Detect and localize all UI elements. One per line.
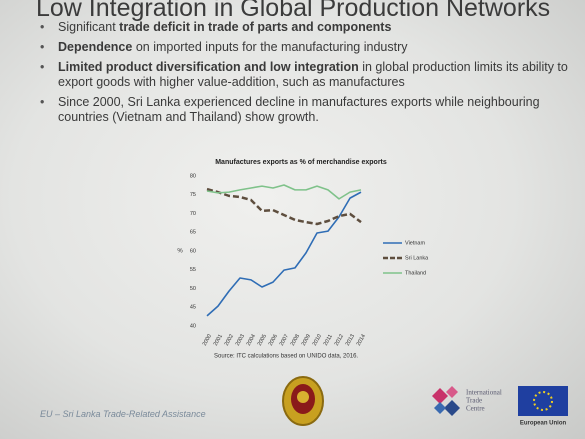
- bullet-text: Significant: [58, 20, 120, 34]
- x-tick-label: 2003: [235, 333, 246, 347]
- y-tick-label: 70: [190, 211, 196, 217]
- bullet-text: Limited product diversification and low …: [58, 60, 359, 74]
- x-tick-label: 2008: [290, 333, 301, 347]
- x-tick-label: 2004: [246, 333, 257, 347]
- legend-label: Thailand: [405, 270, 426, 276]
- y-tick-label: 40: [190, 323, 196, 329]
- bullet: Dependence on imported inputs for the ma…: [40, 40, 570, 55]
- bullet: Limited product diversification and low …: [40, 60, 570, 90]
- chart-source: Source: ITC calculations based on UNIDO …: [214, 354, 358, 360]
- legend-label: Sri Lanka: [405, 255, 429, 261]
- series-line: [206, 184, 362, 200]
- eu-logo-text: European Union: [520, 421, 567, 427]
- y-tick-label: 60: [190, 248, 196, 254]
- y-tick-label: 50: [190, 286, 196, 292]
- bullet-text: Since 2000, Sri Lanka experienced declin…: [58, 95, 540, 124]
- itc-logo-text: Centre: [466, 405, 485, 413]
- x-tick-label: 2001: [213, 333, 224, 347]
- legend-label: Vietnam: [405, 240, 425, 246]
- footer-text: EU – Sri Lanka Trade-Related Assistance: [40, 409, 206, 419]
- x-tick-label: 2011: [323, 334, 334, 347]
- series-line: [206, 191, 362, 317]
- y-axis-label: %: [177, 249, 183, 255]
- x-tick-label: 2010: [312, 333, 323, 347]
- bullet-text: in global production limits its ability …: [58, 60, 568, 89]
- series-line: [206, 187, 362, 226]
- x-tick-label: 2012: [334, 333, 345, 347]
- x-tick-label: 2005: [257, 333, 268, 347]
- itc-logo-text: International: [466, 389, 502, 397]
- bullet-list: Significant trade deficit in trade of pa…: [40, 20, 570, 130]
- y-tick-label: 65: [190, 230, 196, 236]
- bullet-text: on imported inputs for the manufacturing…: [132, 40, 408, 54]
- y-tick-label: 80: [190, 173, 196, 179]
- chart-title: Manufactures exports as % of merchandise…: [215, 159, 387, 166]
- x-tick-label: 2013: [345, 333, 356, 347]
- y-tick-label: 55: [190, 267, 196, 273]
- bullet: Significant trade deficit in trade of pa…: [40, 20, 570, 35]
- slide-title: Low Integration in Global Production Net…: [36, 0, 551, 22]
- bullet: Since 2000, Sri Lanka experienced declin…: [40, 95, 570, 125]
- x-tick-label: 2000: [202, 333, 213, 347]
- y-tick-label: 45: [190, 305, 196, 311]
- y-tick-label: 75: [190, 192, 196, 198]
- bullet-text: trade deficit in trade of parts and comp…: [119, 20, 392, 34]
- eu-flag: [518, 386, 568, 416]
- x-tick-label: 2009: [301, 333, 312, 347]
- itc-logo-text: Trade: [466, 397, 482, 405]
- x-tick-label: 2007: [279, 333, 290, 347]
- x-tick-label: 2006: [268, 333, 279, 347]
- emblem: [282, 376, 324, 426]
- x-tick-label: 2002: [224, 333, 235, 347]
- itc-logo-icon: [432, 386, 460, 416]
- bullet-text: Dependence: [58, 40, 133, 54]
- x-tick-label: 2014: [356, 333, 367, 347]
